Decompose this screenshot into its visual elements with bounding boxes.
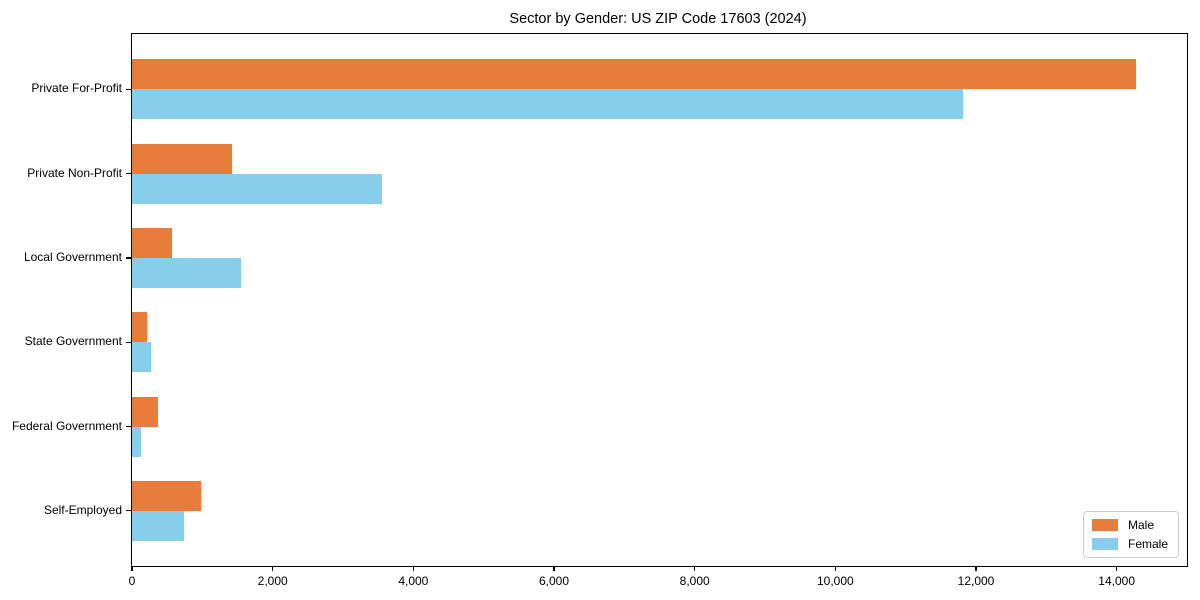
y-axis-label-local-government: Local Government [23, 249, 122, 264]
bar-female-local-government [132, 257, 242, 288]
x-tick-label-6000: 6,000 [538, 574, 570, 588]
x-tick-8000 [694, 566, 696, 571]
y-axis-label-federal-government: Federal Government [11, 418, 122, 433]
legend-label-male: Male [1127, 518, 1154, 532]
legend-row-male: Male [1091, 518, 1168, 532]
y-tick-federal-government [126, 425, 131, 428]
x-tick-label-2000: 2,000 [257, 574, 288, 588]
bar-male-private-for-profit [132, 59, 1136, 90]
y-tick-local-government [126, 257, 131, 259]
x-tick-label-0: 0 [128, 574, 136, 588]
x-tick-14000 [1116, 566, 1118, 571]
x-tick-0 [131, 566, 133, 571]
y-axis-label-private-non-profit: Private Non-Profit [27, 165, 122, 180]
bar-male-self-employed [132, 480, 201, 511]
y-axis-label-self-employed: Self-Employed [43, 502, 122, 517]
bar-female-state-government [132, 342, 151, 373]
bar-male-local-government [132, 227, 173, 258]
bar-female-self-employed [132, 510, 185, 541]
y-tick-private-non-profit [126, 173, 131, 175]
x-tick-12000 [975, 566, 977, 571]
chart-title: Sector by Gender: US ZIP Code 17603 (202… [509, 11, 807, 27]
x-tick-4000 [412, 566, 414, 571]
x-tick-label-10000: 10,000 [816, 574, 854, 588]
bar-female-private-non-profit [132, 173, 382, 204]
x-tick-10000 [834, 566, 836, 571]
x-tick-label-14000: 14,000 [1098, 574, 1136, 588]
y-tick-private-for-profit [126, 88, 131, 90]
bar-male-state-government [132, 312, 147, 343]
x-tick-6000 [553, 566, 555, 571]
legend: Male Female [1082, 511, 1179, 558]
x-tick-2000 [272, 566, 274, 571]
y-axis-label-private-for-profit: Private For-Profit [31, 81, 122, 96]
legend-row-female: Female [1091, 537, 1168, 551]
bar-male-private-non-profit [132, 143, 232, 174]
bar-male-federal-government [132, 396, 159, 427]
bar-female-private-for-profit [132, 89, 963, 120]
y-tick-self-employed [126, 510, 131, 512]
plot-area: Male Female 0 2,000 4,000 6,000 8,000 10,000 12… [126, 33, 1188, 588]
bar-female-federal-government [132, 426, 142, 457]
legend-label-female: Female [1127, 537, 1168, 551]
legend-swatch-female [1091, 538, 1118, 550]
y-tick-state-government [126, 341, 131, 343]
x-tick-label-8000: 8,000 [679, 574, 710, 588]
x-tick-label-12000: 12,000 [957, 574, 995, 588]
x-tick-label-4000: 4,000 [398, 574, 429, 588]
y-axis-label-state-government: State Government [24, 334, 122, 349]
legend-swatch-male [1091, 519, 1118, 531]
